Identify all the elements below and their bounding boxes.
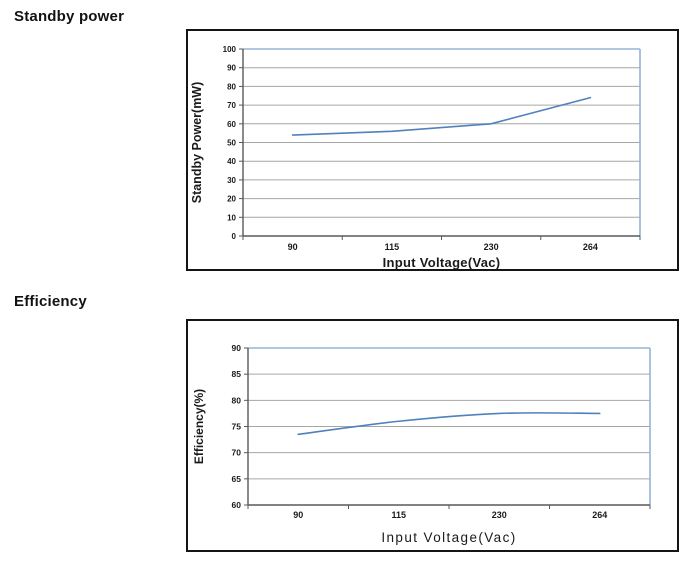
y-tick-label: 65 (232, 474, 242, 484)
y-tick-label: 80 (227, 82, 236, 91)
x-tick-label: 264 (583, 242, 598, 252)
series-line (297, 412, 601, 436)
y-tick-label: 70 (232, 448, 242, 458)
x-tick-label: 90 (293, 510, 303, 520)
section-heading-standby-power: Standby power (14, 8, 125, 25)
x-tick-label: 264 (592, 510, 607, 520)
x-axis-title: Input Voltage(Vac) (383, 255, 501, 269)
efficiency-chart: 60 65 70 75 80 85 90 90 115 230 264 Input Voltage(V… (186, 319, 679, 552)
standby-power-chart: 0 10 20 30 40 50 60 70 80 90 100 90 115 230 264 Input V… (186, 29, 679, 271)
x-tick-label: 115 (391, 510, 406, 520)
section-heading-efficiency: Efficiency (14, 293, 87, 310)
y-tick-label: 60 (232, 500, 242, 510)
standby-power-chart-canvas: 0 10 20 30 40 50 60 70 80 90 100 90 115 230 264 Input V… (190, 45, 641, 269)
y-axis-title: Efficiency(%) (192, 389, 206, 464)
y-tick-label: 85 (232, 369, 242, 379)
y-tick-label: 75 (232, 422, 242, 432)
y-tick-label: 50 (227, 139, 236, 148)
efficiency-chart-canvas: 60 65 70 75 80 85 90 90 115 230 264 Input Voltage(V… (192, 343, 651, 545)
x-tick-label: 115 (385, 242, 400, 252)
x-tick-label: 230 (484, 242, 499, 252)
y-tick-label: 70 (227, 101, 236, 110)
y-tick-label: 90 (232, 343, 242, 353)
x-axis-title: Input Voltage(Vac) (381, 530, 516, 545)
x-tick-label: 230 (492, 510, 507, 520)
y-tick-label: 40 (227, 157, 236, 166)
y-tick-label: 90 (227, 64, 236, 73)
y-tick-label: 60 (227, 120, 236, 129)
y-axis-title: Standby Power(mW) (190, 82, 204, 204)
y-tick-label: 30 (227, 176, 236, 185)
y-tick-label: 80 (232, 395, 242, 405)
y-tick-label: 10 (227, 213, 236, 222)
series-line (291, 96, 592, 136)
y-tick-label: 20 (227, 195, 236, 204)
x-tick-label: 90 (288, 242, 298, 252)
y-tick-label: 0 (232, 232, 237, 241)
y-tick-label: 100 (223, 45, 237, 54)
